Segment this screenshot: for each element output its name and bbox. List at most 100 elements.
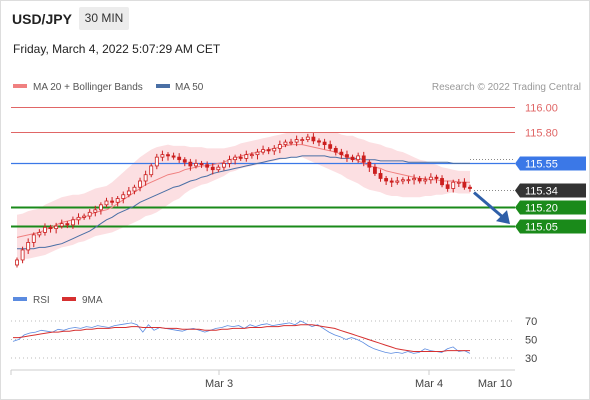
x-tick-label: Mar 4 — [415, 378, 443, 390]
bollinger-fill — [17, 132, 470, 260]
support-tag — [515, 200, 586, 215]
support-label: 115.20 — [525, 203, 558, 215]
candle-body — [87, 211, 92, 217]
candle-body — [333, 147, 338, 153]
candle-body — [31, 234, 36, 243]
candle-body — [266, 149, 271, 152]
candle-body — [82, 215, 87, 218]
candle-body — [289, 141, 293, 144]
x-tick-label: Mar 10 — [478, 378, 512, 390]
candle-body — [328, 144, 333, 149]
candle-body — [59, 223, 64, 227]
resistance-label: 115.80 — [525, 128, 558, 140]
candle-body — [462, 181, 467, 188]
ma50-line — [17, 155, 470, 250]
candle-body — [149, 165, 154, 176]
candle-body — [400, 179, 405, 182]
support-tag — [515, 219, 586, 234]
candle-body — [20, 249, 25, 261]
candle-body — [395, 180, 400, 183]
resistance-label: 116.00 — [525, 103, 558, 115]
timestamp: Friday, March 4, 2022 5:07:29 AM CET — [13, 42, 221, 56]
pivot-tag — [515, 156, 586, 171]
candle-body — [216, 166, 221, 171]
moving-averages — [16, 144, 470, 250]
candle-body — [54, 225, 59, 230]
candle-body — [98, 204, 103, 211]
candle-body — [233, 156, 238, 161]
ma20-line — [16, 144, 470, 238]
candle-body — [283, 141, 288, 146]
candle-body — [182, 159, 187, 163]
candle-body — [177, 156, 182, 161]
rsi-legend-label: RSI — [33, 295, 50, 306]
candle-body — [255, 151, 260, 156]
candle-body — [294, 139, 299, 143]
candle-body — [93, 209, 98, 213]
timeframe-badge[interactable]: 30 MIN — [79, 7, 129, 30]
rsi-ma-legend-swatch — [62, 297, 76, 301]
candle-body — [468, 186, 472, 189]
forecast-arrow — [473, 191, 510, 225]
candle-body — [434, 176, 439, 179]
current-price-tag — [515, 183, 586, 198]
candle-body — [37, 231, 42, 236]
forecast-arrow-head — [496, 210, 510, 225]
current-price-label: 115.34 — [525, 186, 558, 198]
candle-body — [171, 155, 176, 158]
candle-body — [143, 174, 148, 182]
candle-body — [456, 181, 461, 184]
ma50-legend-swatch — [156, 84, 170, 88]
candle-body — [356, 155, 361, 161]
candle-body — [188, 161, 193, 167]
candle-body — [126, 190, 131, 196]
ma20-legend-label: MA 20 + Bollinger Bands — [33, 82, 143, 93]
rsi-ma-legend-label: 9MA — [82, 295, 103, 306]
candle-body — [48, 226, 53, 230]
candle-body — [373, 166, 377, 174]
candle-body — [205, 164, 210, 168]
rsi-tick-label: 70 — [525, 316, 537, 328]
rsi-tick-label: 30 — [525, 353, 537, 365]
pivot-label: 115.55 — [525, 159, 558, 171]
candle-body — [440, 178, 444, 186]
candle-body — [412, 178, 416, 181]
ma20-legend-swatch — [13, 84, 27, 88]
candle-body — [227, 159, 232, 164]
candle-body — [272, 147, 277, 152]
candle-body — [378, 173, 383, 179]
candle-body — [451, 181, 456, 189]
candle-body — [65, 223, 70, 226]
candle-body — [115, 198, 120, 203]
candle-body — [110, 200, 114, 203]
candle-body — [428, 176, 433, 181]
candle-body — [350, 156, 355, 161]
candle-body — [138, 180, 142, 188]
candle-body — [244, 154, 249, 159]
candle-body — [249, 154, 254, 157]
candle-body — [15, 259, 19, 266]
rsi-panel: 70 50 30 — [11, 316, 537, 365]
candle-body — [311, 136, 316, 142]
candle-body — [154, 156, 159, 167]
source-credit: Research © 2022 Trading Central — [432, 82, 581, 93]
candlesticks — [15, 133, 472, 268]
candle-body — [300, 139, 305, 142]
x-tick-label: Mar 3 — [205, 378, 233, 390]
rsi-tick-label: 50 — [525, 335, 537, 347]
x-axis: Mar 3 Mar 4 Mar 10 — [10, 370, 512, 390]
rsi-ma-line — [13, 324, 470, 352]
candle-body — [261, 149, 265, 153]
rsi-legend-swatch — [13, 297, 27, 301]
candle-body — [345, 154, 349, 158]
candle-body — [367, 161, 372, 168]
candle-body — [423, 179, 428, 182]
candle-body — [317, 140, 321, 143]
forecast-arrow-shaft — [473, 191, 505, 220]
candle-body — [26, 242, 31, 251]
candle-body — [222, 163, 226, 168]
candle-body — [445, 184, 450, 189]
candle-body — [389, 180, 394, 183]
candle-body — [132, 186, 137, 192]
